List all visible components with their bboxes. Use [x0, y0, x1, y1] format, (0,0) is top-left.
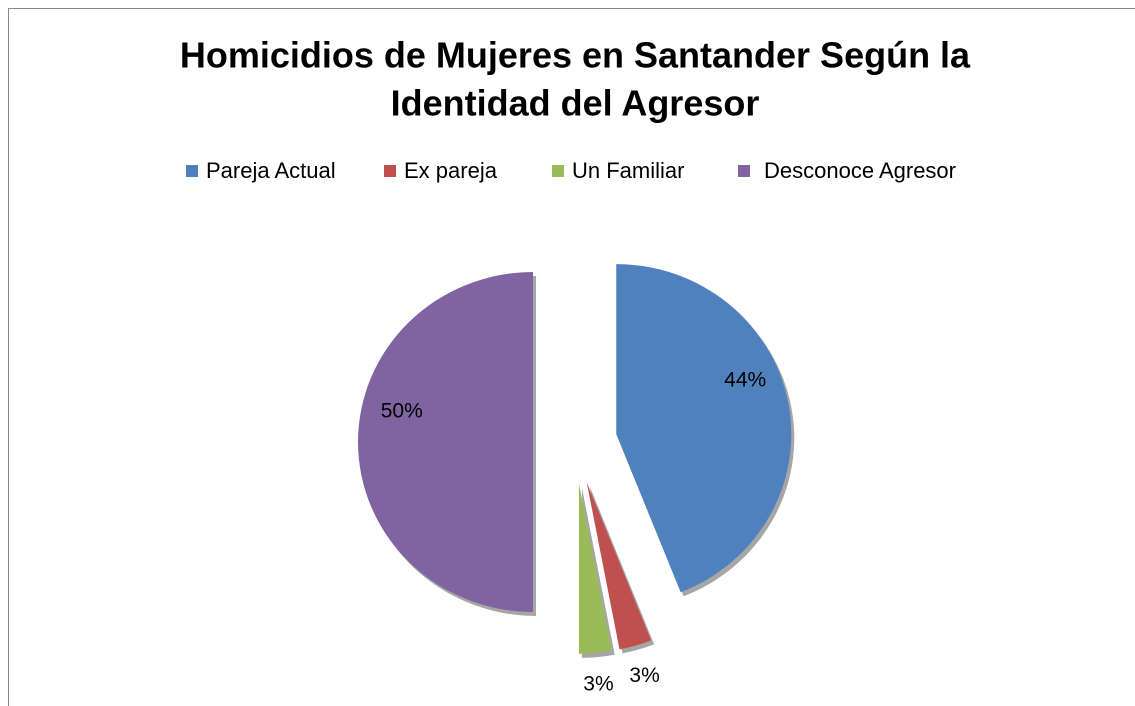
legend-label: Desconoce Agresor — [764, 158, 956, 183]
pie-slice — [358, 272, 533, 612]
legend-swatch — [552, 165, 564, 177]
pie-slice — [616, 264, 792, 593]
data-label: 50% — [381, 400, 423, 423]
legend-swatch — [186, 165, 198, 177]
chart-border — [8, 8, 1135, 706]
data-label: 44% — [724, 368, 766, 391]
legend-label: Un Familiar — [572, 158, 684, 183]
chart-title: Identidad del Agresor — [391, 83, 760, 124]
chart-title: Homicidios de Mujeres en Santander Según… — [180, 35, 971, 76]
data-label: 3% — [583, 672, 613, 695]
pie-slice — [586, 482, 652, 650]
legend-label: Pareja Actual — [206, 158, 336, 183]
legend-swatch — [738, 165, 750, 177]
legend-swatch — [384, 165, 396, 177]
data-label: 3% — [629, 664, 659, 687]
pie-slice — [578, 483, 612, 654]
legend-label: Ex pareja — [404, 158, 498, 183]
